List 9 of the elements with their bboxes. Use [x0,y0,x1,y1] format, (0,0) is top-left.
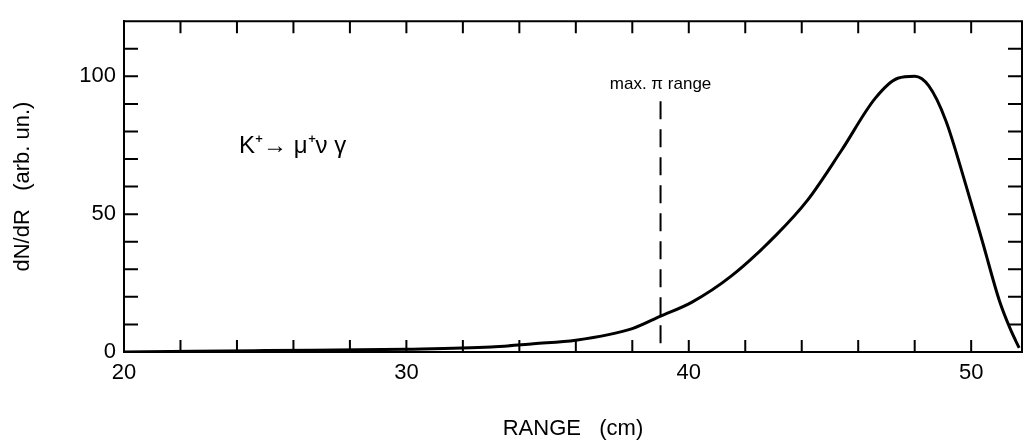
y-tick-label: 100 [79,62,116,88]
x-axis-title: RANGE (cm) [502,414,644,440]
y-tick-label: 50 [91,200,116,226]
annotation: K⁺→ μ⁺ν γ [239,130,347,158]
x-tick-label: 50 [958,359,984,385]
x-tick-label: 30 [394,359,419,385]
ref-line-label: max. π range [609,74,712,94]
y-axis-title: dN/dR (arb. un.) [9,101,35,272]
x-tick-label: 40 [676,359,702,385]
